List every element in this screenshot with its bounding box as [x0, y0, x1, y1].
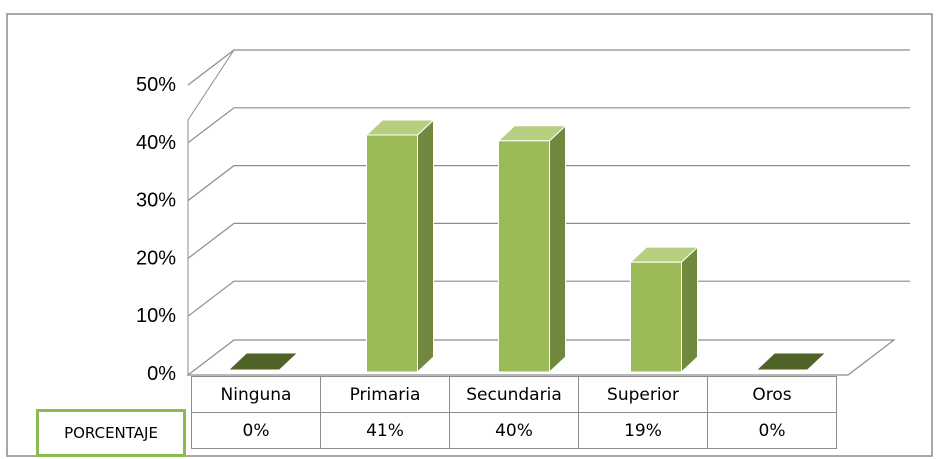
category-label: Primaria [320, 376, 450, 413]
category-label: Ninguna [191, 376, 321, 413]
data-label: 41% [320, 412, 450, 449]
data-table-header-row: Ninguna Primaria Secundaria Superior Oro… [191, 376, 837, 413]
gridline [187, 165, 910, 202]
bar-zero [227, 352, 299, 371]
category-label: Oros [707, 376, 837, 413]
gridline [187, 107, 910, 144]
category-label: Superior [578, 376, 708, 413]
y-tick-label: 40% [136, 132, 176, 154]
bar-side [549, 124, 566, 374]
y-tick-label: 20% [136, 247, 176, 269]
bar-side [681, 246, 698, 374]
category-label: Secundaria [449, 376, 579, 413]
bar [498, 140, 550, 373]
data-label: 0% [707, 412, 837, 449]
data-label: 19% [578, 412, 708, 449]
legend-series-label: PORCENTAJE [64, 424, 158, 442]
data-label: 0% [191, 412, 321, 449]
data-table-value-row: 0% 41% 40% 19% 0% [191, 412, 837, 449]
gridline [187, 49, 910, 86]
bar-zero [755, 352, 827, 371]
gridline [187, 222, 910, 259]
chart-border [6, 13, 933, 457]
y-tick-label: 0% [147, 363, 176, 385]
data-label: 40% [449, 412, 579, 449]
legend-series-key: PORCENTAJE [36, 409, 186, 457]
bar-side [417, 118, 434, 374]
y-tick-label: 30% [136, 190, 176, 212]
bar [366, 134, 418, 373]
data-table: Ninguna Primaria Secundaria Superior Oro… [191, 376, 837, 449]
bar [630, 261, 682, 373]
left-wall [187, 49, 235, 375]
y-tick-label: 10% [136, 305, 176, 327]
y-tick-label: 50% [136, 74, 176, 96]
